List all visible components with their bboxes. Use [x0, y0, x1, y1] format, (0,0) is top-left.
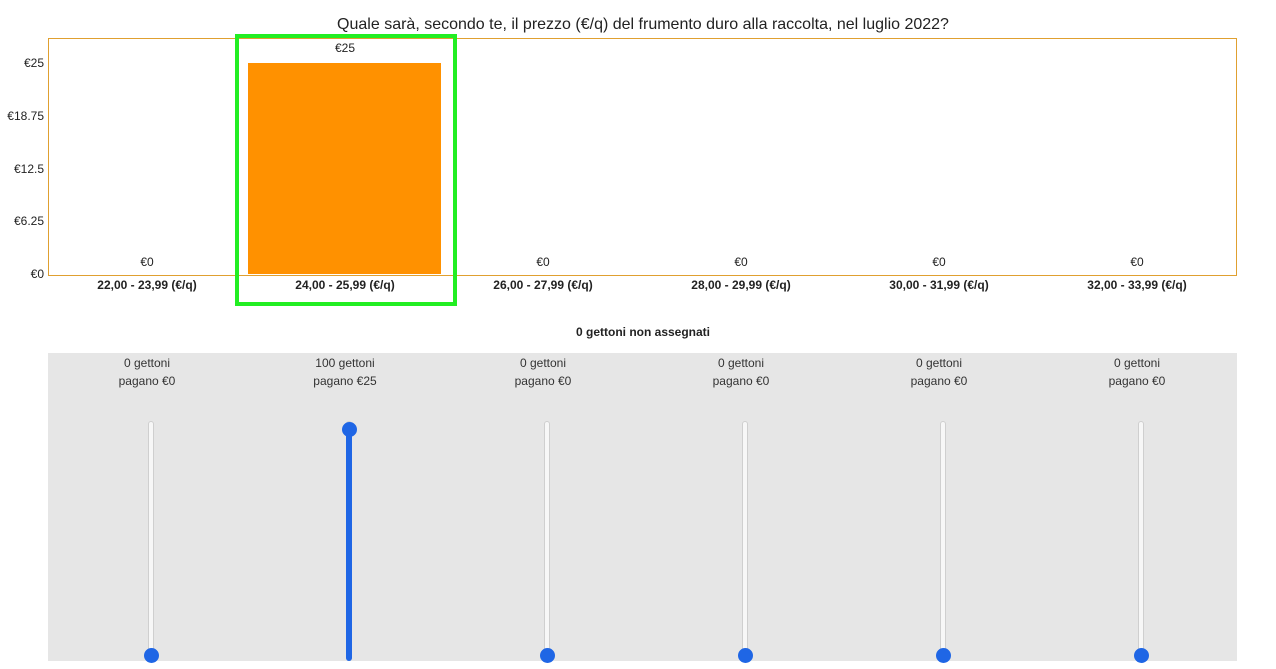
slider-payout: pagano €0 — [712, 374, 770, 388]
slider-token-count: 0 gettoni — [915, 356, 963, 370]
token-slider[interactable] — [940, 421, 946, 661]
bar-value-label: €0 — [140, 255, 154, 269]
x-category-label: 30,00 - 31,99 (€/q) — [889, 278, 989, 292]
y-tick-label: €6.25 — [13, 214, 44, 229]
slider-payout: pagano €0 — [118, 374, 176, 388]
slider-token-count: 0 gettoni — [717, 356, 765, 370]
slider-token-count: 0 gettoni — [123, 356, 171, 370]
token-slider-panel — [48, 353, 1237, 661]
token-slider[interactable] — [1138, 421, 1144, 661]
slider-payout: pagano €0 — [1108, 374, 1166, 388]
x-category-label: 22,00 - 23,99 (€/q) — [97, 278, 197, 292]
slider-thumb[interactable] — [144, 648, 159, 663]
x-category-label: 24,00 - 25,99 (€/q) — [295, 278, 395, 292]
x-category-label: 26,00 - 27,99 (€/q) — [493, 278, 593, 292]
bar — [248, 63, 441, 274]
slider-thumb[interactable] — [936, 648, 951, 663]
token-slider[interactable] — [148, 421, 154, 661]
bar-value-label: €0 — [734, 255, 748, 269]
slider-thumb[interactable] — [1134, 648, 1149, 663]
slider-payout: pagano €0 — [514, 374, 572, 388]
y-tick-label: €0 — [30, 267, 44, 281]
y-tick-label: €12.5 — [13, 161, 44, 176]
slider-token-count: 0 gettoni — [1113, 356, 1161, 370]
y-tick-label: €18.75 — [7, 108, 44, 123]
bar-value-label: €0 — [1130, 255, 1144, 269]
token-slider[interactable] — [544, 421, 550, 661]
slider-fill — [346, 429, 352, 661]
chart-title: Quale sarà, secondo te, il prezzo (€/q) … — [337, 16, 949, 33]
unassigned-tokens-status: 0 gettoni non assegnati — [575, 325, 710, 339]
selected-bin-highlight — [235, 34, 457, 306]
bar-value-label: €25 — [334, 41, 356, 55]
x-category-label: 28,00 - 29,99 (€/q) — [691, 278, 791, 292]
slider-thumb[interactable] — [540, 648, 555, 663]
slider-thumb[interactable] — [738, 648, 753, 663]
slider-thumb[interactable] — [342, 422, 357, 437]
slider-token-count: 100 gettoni — [315, 356, 375, 370]
token-slider[interactable] — [742, 421, 748, 661]
chart-frame — [48, 38, 1237, 276]
y-tick-label: €25 — [23, 56, 44, 70]
bar-value-label: €0 — [932, 255, 946, 269]
slider-payout: pagano €25 — [313, 374, 377, 388]
slider-payout: pagano €0 — [910, 374, 968, 388]
slider-token-count: 0 gettoni — [519, 356, 567, 370]
bar-value-label: €0 — [536, 255, 550, 269]
x-category-label: 32,00 - 33,99 (€/q) — [1087, 278, 1187, 292]
